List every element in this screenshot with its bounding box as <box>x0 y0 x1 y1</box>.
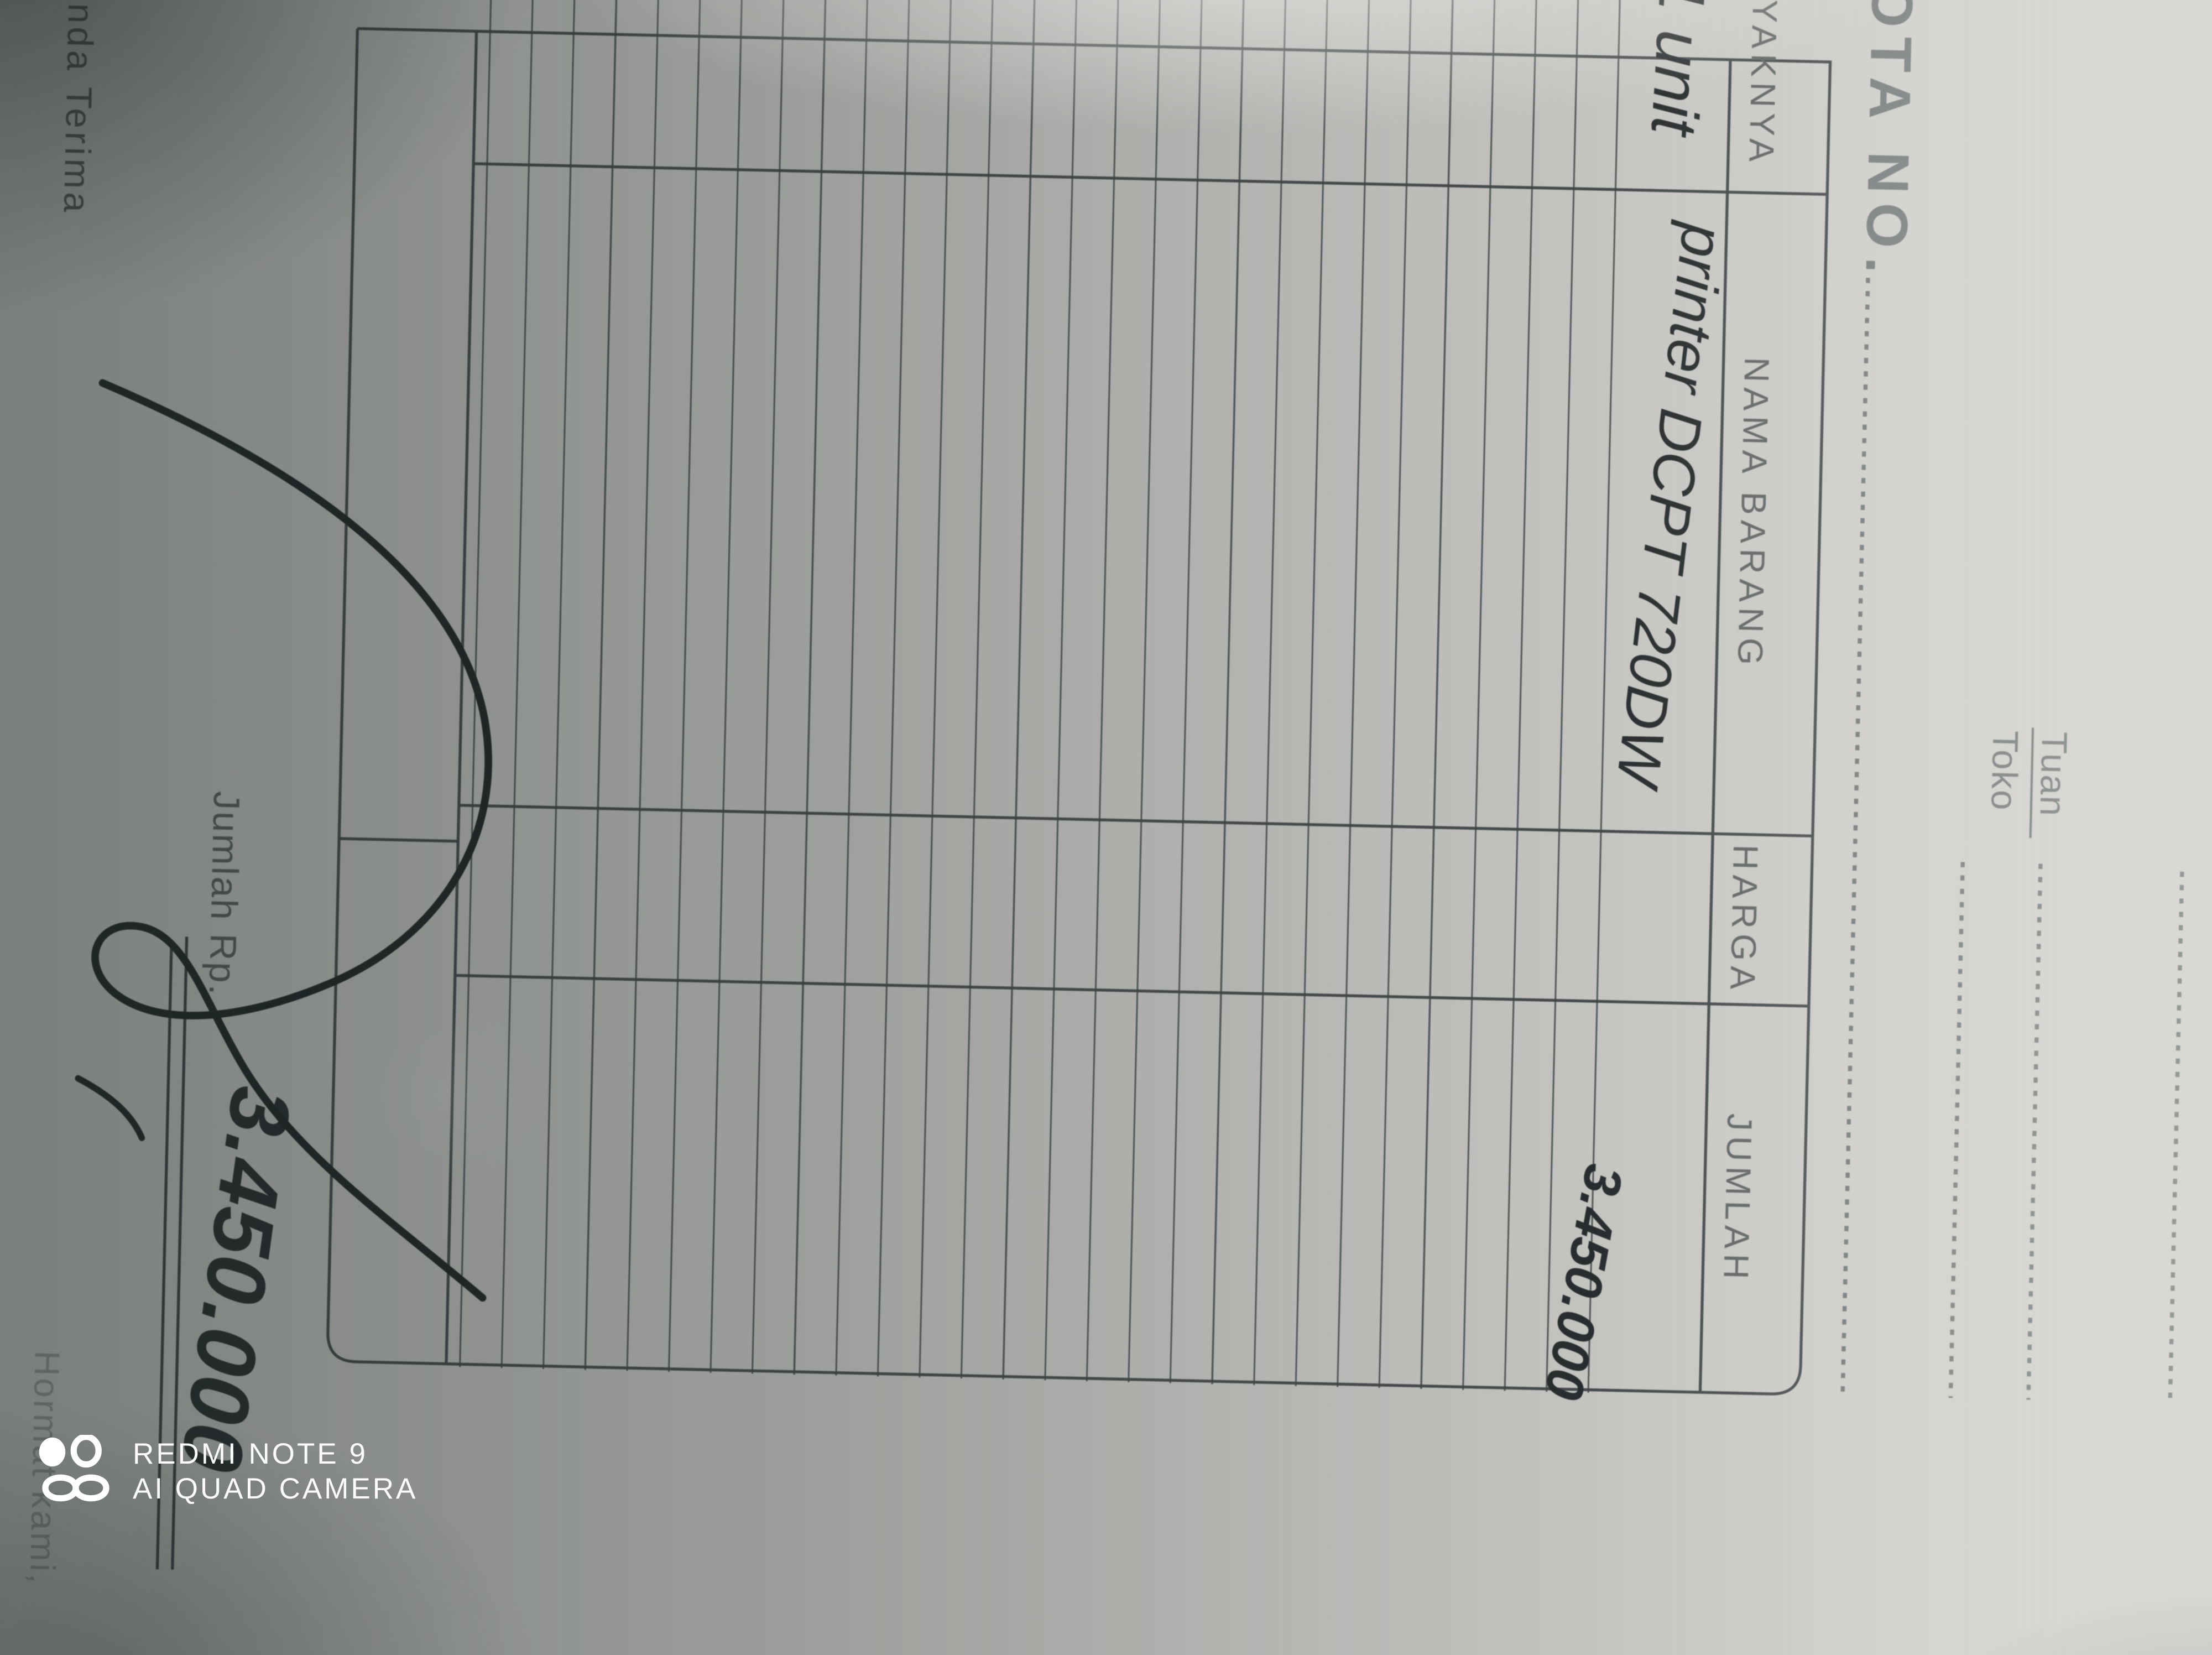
signature <box>75 379 492 1302</box>
receipt-sheet: NOTA NO. Tuan Toko BANYAKNYA NAMA BARANG… <box>22 0 2184 1586</box>
photo-of-receipt: NOTA NO. Tuan Toko BANYAKNYA NAMA BARANG… <box>0 0 2212 1655</box>
